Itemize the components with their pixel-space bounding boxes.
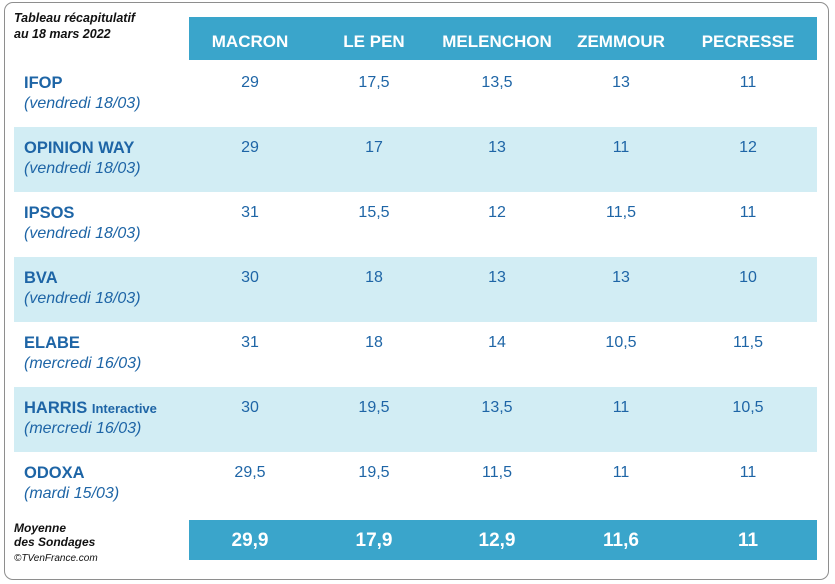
cell-value-macron: 29,5 xyxy=(234,464,266,481)
cell-value-melenchon: 13,5 xyxy=(481,74,513,91)
cell-value-zemmour: 11 xyxy=(612,139,630,156)
institute-name: OPINION WAY xyxy=(24,138,134,158)
cell-value-macron: 30 xyxy=(241,399,259,416)
cell-value-pecresse: 12 xyxy=(739,139,757,156)
average-label-line-1: Moyenne xyxy=(14,521,67,535)
table-row: IPSOS (vendredi 18/03) 31 15,5 12 11,5 11 xyxy=(14,192,817,257)
institute-label: HARRIS xyxy=(24,399,88,417)
cell-value-le-pen: 17,5 xyxy=(358,74,390,91)
cell-value-zemmour: 10,5 xyxy=(605,334,637,351)
average-bar: 29,9 17,9 12,9 11,6 11 xyxy=(189,520,817,560)
institute-label: OPINION WAY xyxy=(24,139,135,157)
average-value-pecresse: 11 xyxy=(737,530,759,551)
average-label: Moyenne des Sondages xyxy=(14,521,95,549)
column-header-zemmour: ZEMMOUR xyxy=(577,32,665,51)
institute-name: IFOP xyxy=(24,73,63,93)
average-value-melenchon: 12,9 xyxy=(478,530,516,551)
column-header-le-pen: LE PEN xyxy=(343,32,405,51)
poll-date: (vendredi 18/03) xyxy=(24,225,141,242)
institute-label: BVA xyxy=(24,269,58,287)
average-value-zemmour: 11,6 xyxy=(603,530,639,551)
poll-date: (mercredi 16/03) xyxy=(24,420,142,437)
average-value-macron: 29,9 xyxy=(231,530,269,551)
column-header-bar: MACRON LE PEN MELENCHON ZEMMOUR PECRESSE xyxy=(189,17,817,60)
cell-value-macron: 31 xyxy=(241,334,259,351)
cell-value-pecresse: 11 xyxy=(739,204,757,221)
cell-value-pecresse: 10,5 xyxy=(732,399,764,416)
table-row: HARRIS Interactive (mercredi 16/03) 30 19,5… xyxy=(14,387,817,452)
cell-value-melenchon: 12 xyxy=(488,204,506,221)
table-row: ELABE (mercredi 16/03) 31 18 14 10,5 11,5 xyxy=(14,322,817,387)
caption-line-1: Tableau récapitulatif xyxy=(14,11,136,25)
poll-date: (vendredi 18/03) xyxy=(24,290,141,307)
cell-value-macron: 31 xyxy=(241,204,259,221)
caption-line-2: au 18 mars 2022 xyxy=(14,27,111,41)
table-row: OPINION WAY (vendredi 18/03) 29 17 13 11 12 xyxy=(14,127,817,192)
cell-value-pecresse: 11 xyxy=(739,464,757,481)
cell-value-melenchon: 13 xyxy=(488,269,506,286)
cell-value-le-pen: 15,5 xyxy=(358,204,390,221)
column-header-pecresse: PECRESSE xyxy=(701,32,795,51)
institute-label: ODOXA xyxy=(24,464,85,482)
cell-value-zemmour: 11 xyxy=(612,399,630,416)
cell-value-macron: 29 xyxy=(241,139,259,156)
cell-value-zemmour: 11,5 xyxy=(606,204,636,221)
cell-value-macron: 29 xyxy=(241,74,259,91)
cell-value-zemmour: 11 xyxy=(612,464,630,481)
cell-value-macron: 30 xyxy=(241,269,259,286)
poll-date: (vendredi 18/03) xyxy=(24,95,141,112)
cell-value-pecresse: 11 xyxy=(739,74,757,91)
poll-date: (mardi 15/03) xyxy=(24,485,120,502)
institute-label: IPSOS xyxy=(24,204,75,222)
institute-name: BVA xyxy=(24,268,58,288)
cell-value-zemmour: 13 xyxy=(612,74,630,91)
table-row: IFOP (vendredi 18/03) 29 17,5 13,5 13 11 xyxy=(14,62,817,127)
institute-name: HARRIS Interactive xyxy=(24,398,157,419)
column-header-melenchon: MELENCHON xyxy=(442,32,552,51)
cell-value-melenchon: 11,5 xyxy=(482,464,512,481)
cell-value-zemmour: 13 xyxy=(612,269,630,286)
institute-name: IPSOS xyxy=(24,203,74,223)
cell-value-le-pen: 18 xyxy=(365,334,383,351)
cell-value-melenchon: 13,5 xyxy=(481,399,513,416)
table-row: BVA (vendredi 18/03) 30 18 13 13 10 xyxy=(14,257,817,322)
table-row: ODOXA (mardi 15/03) 29,5 19,5 11,5 11 11 xyxy=(14,452,817,517)
cell-value-le-pen: 19,5 xyxy=(358,464,390,481)
institute-name: ELABE xyxy=(24,333,80,353)
institute-label: IFOP xyxy=(24,74,63,92)
institute-label: ELABE xyxy=(24,334,80,352)
cell-value-le-pen: 17 xyxy=(365,139,383,156)
cell-value-le-pen: 18 xyxy=(365,269,383,286)
column-header-macron: MACRON xyxy=(211,32,289,51)
table-caption: Tableau récapitulatif au 18 mars 2022 xyxy=(14,10,135,42)
table-frame xyxy=(4,2,829,580)
average-label-line-2: des Sondages xyxy=(14,535,96,549)
institute-suffix: Interactive xyxy=(91,401,157,416)
cell-value-melenchon: 14 xyxy=(488,334,506,351)
institute-name: ODOXA xyxy=(24,463,85,483)
poll-date: (vendredi 18/03) xyxy=(24,160,141,177)
cell-value-pecresse: 10 xyxy=(739,269,757,286)
cell-value-le-pen: 19,5 xyxy=(358,399,390,416)
copyright-note: ©TVenFrance.com xyxy=(14,553,98,564)
poll-date: (mercredi 16/03) xyxy=(24,355,142,372)
average-value-le-pen: 17,9 xyxy=(355,530,393,551)
cell-value-pecresse: 11,5 xyxy=(733,334,763,351)
cell-value-melenchon: 13 xyxy=(488,139,506,156)
